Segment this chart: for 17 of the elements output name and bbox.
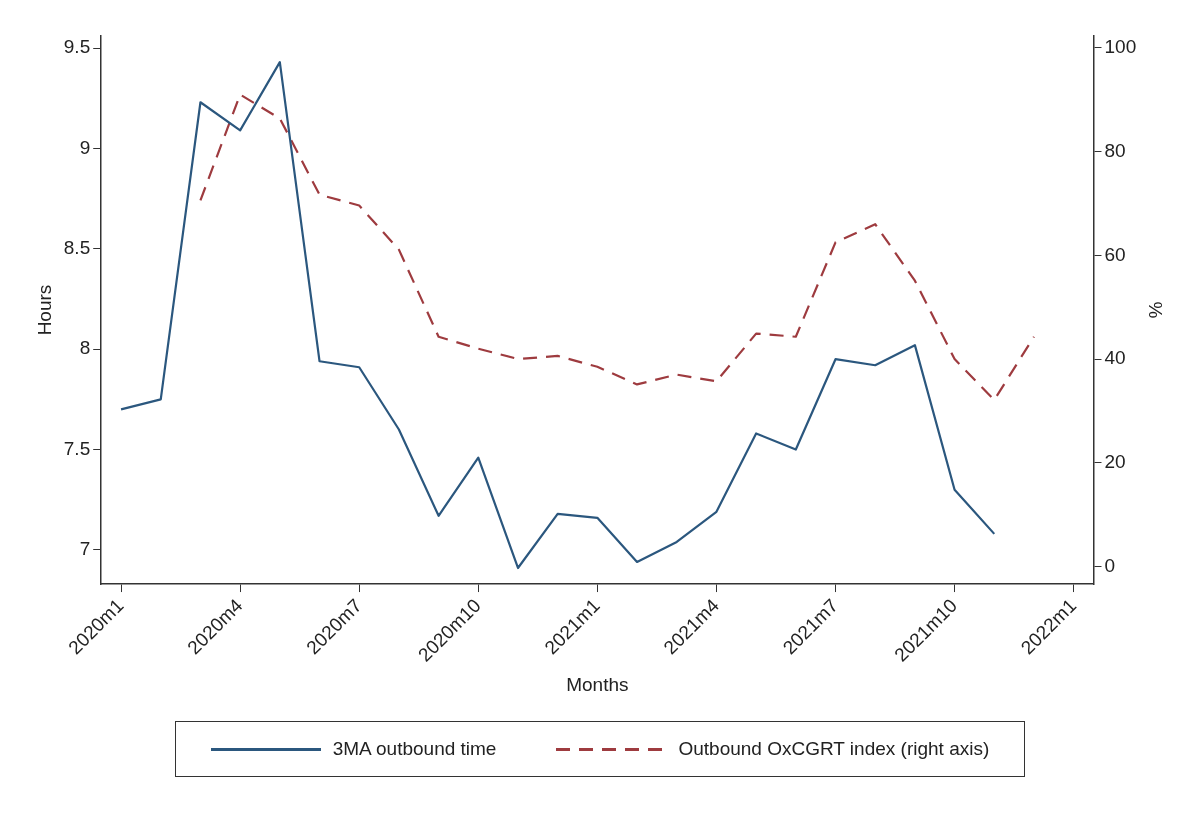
y-tick-label: 8 [79, 337, 91, 359]
y-tick-label: 8.5 [63, 237, 91, 259]
y2-tick-label: 0 [1104, 554, 1116, 576]
y2-tick-label: 100 [1104, 36, 1137, 58]
y-tick-label: 7.5 [63, 437, 91, 459]
y2-tick-label: 20 [1104, 450, 1126, 472]
y-tick-label: 9 [79, 136, 91, 158]
y-axis-title: Hours [33, 284, 55, 336]
y2-tick-label: 80 [1104, 139, 1126, 161]
y-tick-label: 9.5 [63, 36, 91, 58]
legend-label: Outbound OxCGRT index (right axis) [678, 738, 990, 760]
x-axis-title: Months [566, 673, 629, 695]
legend-label: 3MA outbound time [332, 738, 497, 760]
y2-axis-title: % [1145, 301, 1167, 319]
y-tick-label: 7 [79, 538, 91, 560]
y2-tick-label: 40 [1104, 347, 1126, 369]
y2-tick-label: 60 [1104, 243, 1126, 265]
